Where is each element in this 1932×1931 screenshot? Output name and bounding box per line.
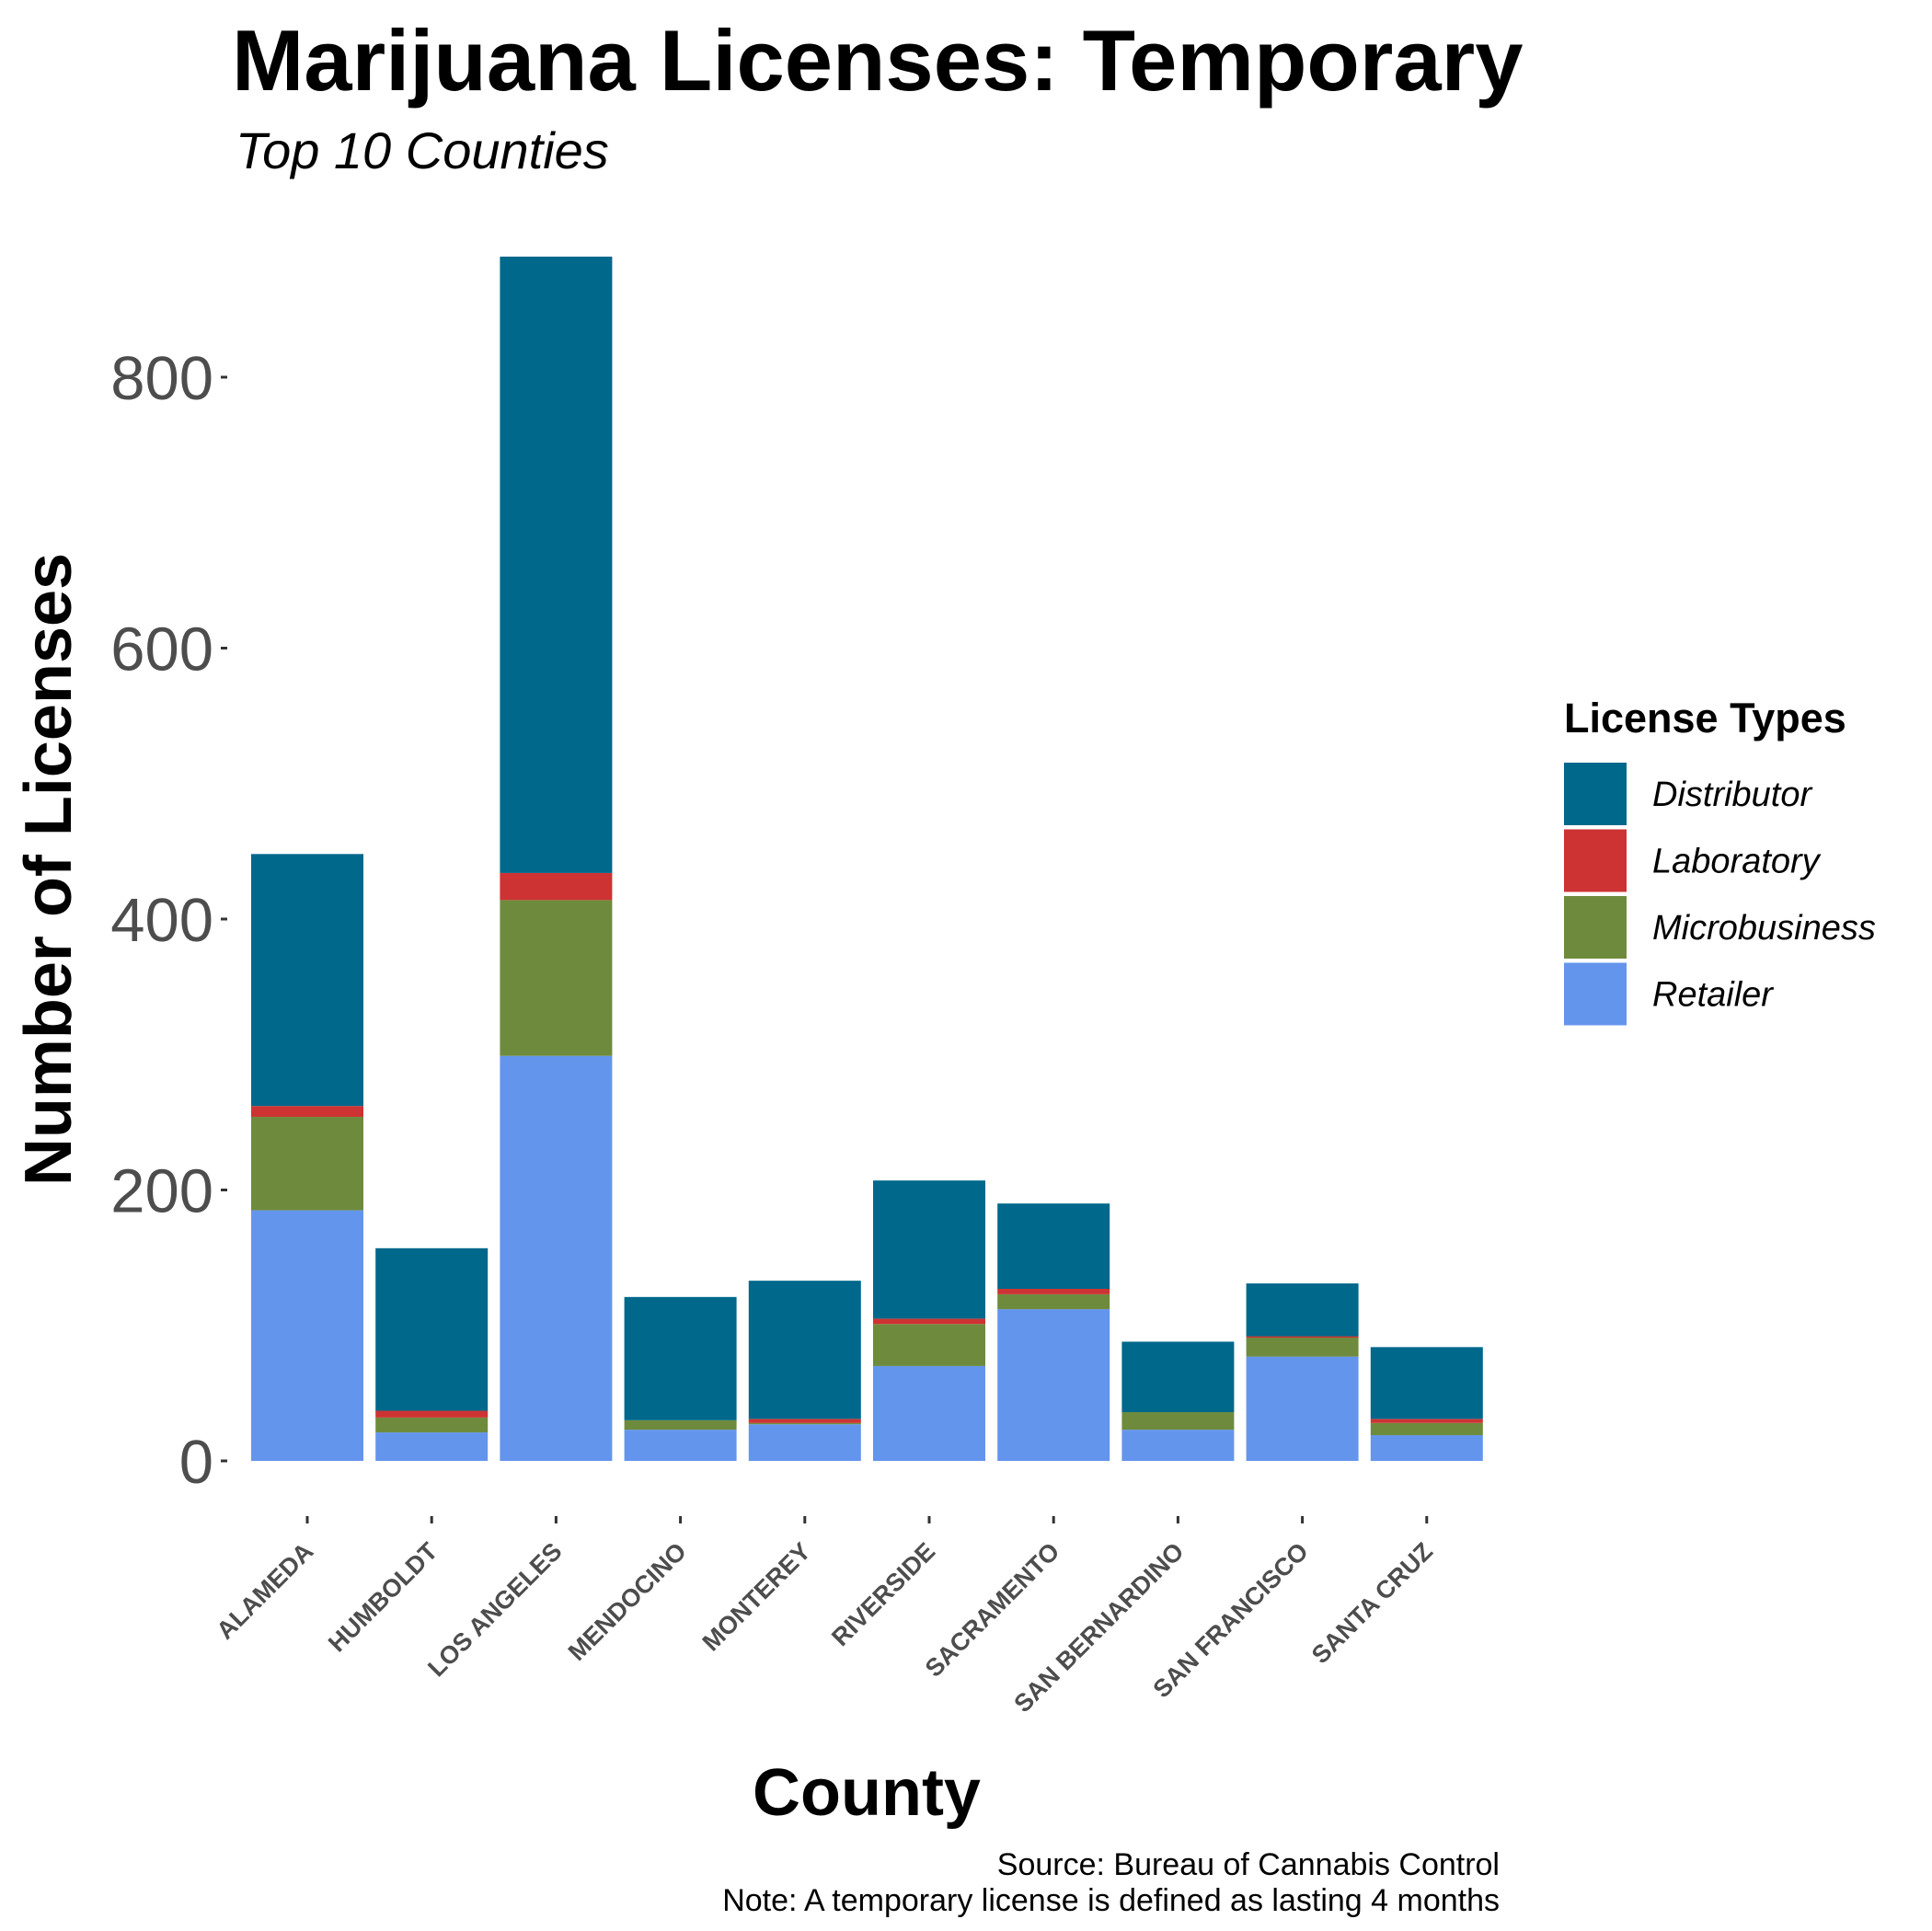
bar-monterey-retailer [748,1424,861,1461]
chart-title: Marijuana Licenses: Temporary [232,12,1524,109]
caption-note: Note: A temporary license is defined as … [722,1883,1500,1918]
bar-sacramento-distributor [997,1203,1110,1289]
bar-sacramento-retailer [997,1309,1110,1461]
bar-alameda-microbusiness [251,1116,363,1211]
x-tick-label-alameda: ALAMEDA [212,1537,319,1645]
bar-monterey-microbusiness [748,1422,861,1425]
x-tick-label-santa-cruz: SANTA CRUZ [1306,1537,1438,1669]
legend-label-retailer: Retailer [1652,976,1774,1015]
y-tick-label: 600 [110,615,213,684]
bars-group [251,256,1483,1461]
legend-key-distributor [1564,763,1627,825]
x-tick-label-los-angeles: LOS ANGELES [422,1537,567,1682]
bar-santa-cruz-distributor [1370,1347,1483,1420]
legend-key-laboratory [1564,829,1627,892]
bar-alameda-distributor [251,854,363,1107]
bar-san-francisco-microbusiness [1246,1338,1359,1357]
bar-humboldt-microbusiness [375,1417,489,1433]
legend-key-microbusiness [1564,896,1627,959]
bar-santa-cruz-retailer [1370,1435,1483,1461]
legend-title: License Types [1564,695,1846,741]
bar-san-francisco-laboratory [1246,1336,1359,1339]
bar-los-angeles-microbusiness [500,900,613,1056]
bar-alameda-laboratory [251,1106,363,1117]
bar-humboldt-retailer [375,1432,489,1461]
x-axis-title: County [753,1756,981,1830]
bar-san-bernardino-retailer [1121,1430,1235,1461]
bar-san-francisco-distributor [1246,1283,1359,1337]
bar-sacramento-laboratory [997,1288,1110,1294]
bar-mendocino-retailer [624,1430,737,1461]
bar-los-angeles-distributor [500,256,613,873]
y-axis: 0 200 400 600 800 [110,344,227,1497]
legend: License Types Distributor Laboratory Micro… [1564,695,1876,1026]
bar-los-angeles-retailer [500,1055,613,1461]
bar-riverside-microbusiness [873,1324,985,1366]
y-tick-label: 800 [110,344,213,413]
bar-san-francisco-retailer [1246,1356,1359,1461]
legend-label-distributor: Distributor [1652,776,1812,814]
y-tick-label: 400 [110,886,213,955]
legend-label-microbusiness: Microbusiness [1652,909,1876,948]
y-axis-title: Number of Licenses [12,553,86,1186]
chart-subtitle: Top 10 Counties [236,121,609,179]
x-tick-label-mendocino: MENDOCINO [563,1537,692,1666]
x-tick-label-monterey: MONTEREY [697,1537,816,1656]
legend-key-retailer [1564,962,1627,1026]
bar-sacramento-microbusiness [997,1293,1110,1310]
bar-santa-cruz-laboratory [1370,1419,1483,1423]
y-tick-label: 200 [110,1157,213,1226]
bar-san-bernardino-microbusiness [1121,1411,1235,1431]
bar-san-bernardino-distributor [1121,1341,1235,1412]
bar-riverside-retailer [873,1365,985,1461]
x-tick-label-sacramento: SACRAMENTO [920,1537,1065,1683]
caption-source: Source: Bureau of Cannabis Control [997,1847,1500,1882]
bar-humboldt-laboratory [375,1410,489,1418]
bar-santa-cruz-microbusiness [1370,1422,1483,1436]
bar-humboldt-distributor [375,1247,489,1411]
bar-monterey-distributor [748,1281,861,1420]
y-tick-label: 0 [179,1428,213,1497]
legend-label-laboratory: Laboratory [1652,843,1822,881]
bar-alameda-retailer [251,1210,363,1461]
bar-mendocino-distributor [624,1296,737,1420]
bar-mendocino-microbusiness [624,1420,737,1431]
x-tick-label-humboldt: HUMBOLDT [323,1537,443,1658]
x-tick-label-riverside: RIVERSIDE [826,1537,940,1651]
bar-riverside-laboratory [873,1318,985,1325]
bar-riverside-distributor [873,1180,985,1319]
bar-monterey-laboratory [748,1419,861,1423]
bar-los-angeles-laboratory [500,872,613,901]
